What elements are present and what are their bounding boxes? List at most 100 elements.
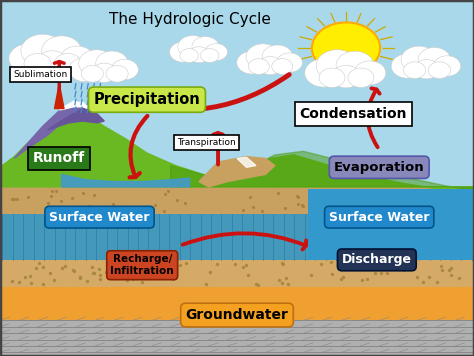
- Circle shape: [111, 59, 138, 80]
- Point: [377, 271, 384, 276]
- Circle shape: [170, 42, 197, 62]
- Point: [447, 266, 455, 271]
- FancyBboxPatch shape: [0, 287, 474, 320]
- Point: [253, 281, 260, 287]
- Point: [337, 276, 345, 282]
- Point: [378, 203, 385, 208]
- Circle shape: [262, 45, 293, 68]
- Point: [363, 276, 371, 282]
- Point: [152, 201, 159, 207]
- Point: [8, 279, 16, 284]
- Point: [386, 204, 393, 209]
- Point: [371, 270, 378, 276]
- Point: [432, 189, 439, 195]
- Circle shape: [201, 48, 219, 63]
- Circle shape: [258, 57, 282, 75]
- Point: [89, 264, 96, 270]
- Text: Sublimation: Sublimation: [13, 70, 67, 79]
- Point: [255, 282, 262, 288]
- Circle shape: [403, 62, 426, 79]
- Point: [109, 201, 116, 206]
- Point: [206, 269, 214, 275]
- Circle shape: [79, 50, 115, 77]
- Point: [69, 267, 77, 273]
- Point: [317, 261, 325, 267]
- Circle shape: [246, 44, 280, 69]
- Polygon shape: [237, 157, 256, 167]
- Point: [383, 271, 391, 276]
- FancyBboxPatch shape: [0, 214, 474, 260]
- Point: [299, 203, 307, 209]
- Point: [438, 267, 446, 273]
- Circle shape: [316, 50, 358, 81]
- Point: [307, 272, 315, 278]
- Point: [79, 190, 87, 195]
- Circle shape: [348, 68, 374, 88]
- Point: [279, 261, 287, 267]
- Circle shape: [414, 59, 439, 79]
- Circle shape: [305, 59, 343, 87]
- Point: [176, 262, 184, 268]
- Circle shape: [188, 47, 210, 63]
- Point: [336, 199, 344, 205]
- Circle shape: [91, 63, 117, 83]
- Point: [85, 204, 92, 209]
- Polygon shape: [47, 109, 104, 130]
- Circle shape: [248, 59, 269, 74]
- Point: [96, 276, 104, 282]
- Point: [50, 278, 58, 283]
- Point: [138, 275, 146, 281]
- Point: [123, 277, 131, 282]
- Text: Precipitation: Precipitation: [93, 92, 201, 107]
- Point: [242, 262, 250, 268]
- Point: [293, 193, 301, 199]
- Point: [102, 269, 110, 275]
- Circle shape: [24, 53, 51, 74]
- Point: [168, 275, 175, 281]
- Point: [414, 188, 421, 193]
- Polygon shape: [0, 114, 474, 192]
- Point: [90, 270, 97, 276]
- Point: [339, 274, 346, 280]
- Point: [47, 193, 55, 199]
- Polygon shape: [199, 157, 275, 187]
- Point: [410, 187, 417, 193]
- Point: [58, 265, 66, 271]
- Point: [40, 281, 47, 287]
- Point: [173, 270, 180, 276]
- Point: [361, 190, 368, 195]
- Point: [89, 271, 97, 276]
- Circle shape: [205, 43, 228, 61]
- Text: Condensation: Condensation: [300, 107, 407, 121]
- Point: [154, 260, 161, 265]
- Text: Discharge: Discharge: [342, 253, 412, 266]
- Polygon shape: [55, 84, 64, 109]
- Circle shape: [106, 66, 128, 82]
- Polygon shape: [14, 101, 92, 158]
- Point: [77, 275, 84, 281]
- Point: [57, 198, 65, 203]
- Circle shape: [180, 48, 198, 63]
- Polygon shape: [62, 174, 190, 187]
- Point: [374, 262, 381, 267]
- Circle shape: [54, 53, 82, 74]
- Text: Runoff: Runoff: [33, 151, 85, 166]
- Text: Recharge/
Infiltration: Recharge/ Infiltration: [110, 255, 174, 276]
- Circle shape: [428, 62, 450, 79]
- FancyBboxPatch shape: [0, 260, 474, 287]
- Point: [46, 270, 54, 276]
- Circle shape: [36, 51, 68, 74]
- Circle shape: [21, 34, 64, 67]
- Point: [164, 188, 172, 194]
- Point: [240, 265, 247, 270]
- Point: [160, 209, 167, 214]
- Point: [61, 263, 69, 269]
- Point: [298, 202, 305, 208]
- Point: [68, 195, 76, 200]
- Point: [425, 274, 433, 280]
- Circle shape: [69, 57, 101, 82]
- Point: [294, 194, 301, 200]
- Point: [414, 187, 421, 193]
- Text: Groundwater: Groundwater: [185, 308, 289, 322]
- Point: [384, 265, 392, 270]
